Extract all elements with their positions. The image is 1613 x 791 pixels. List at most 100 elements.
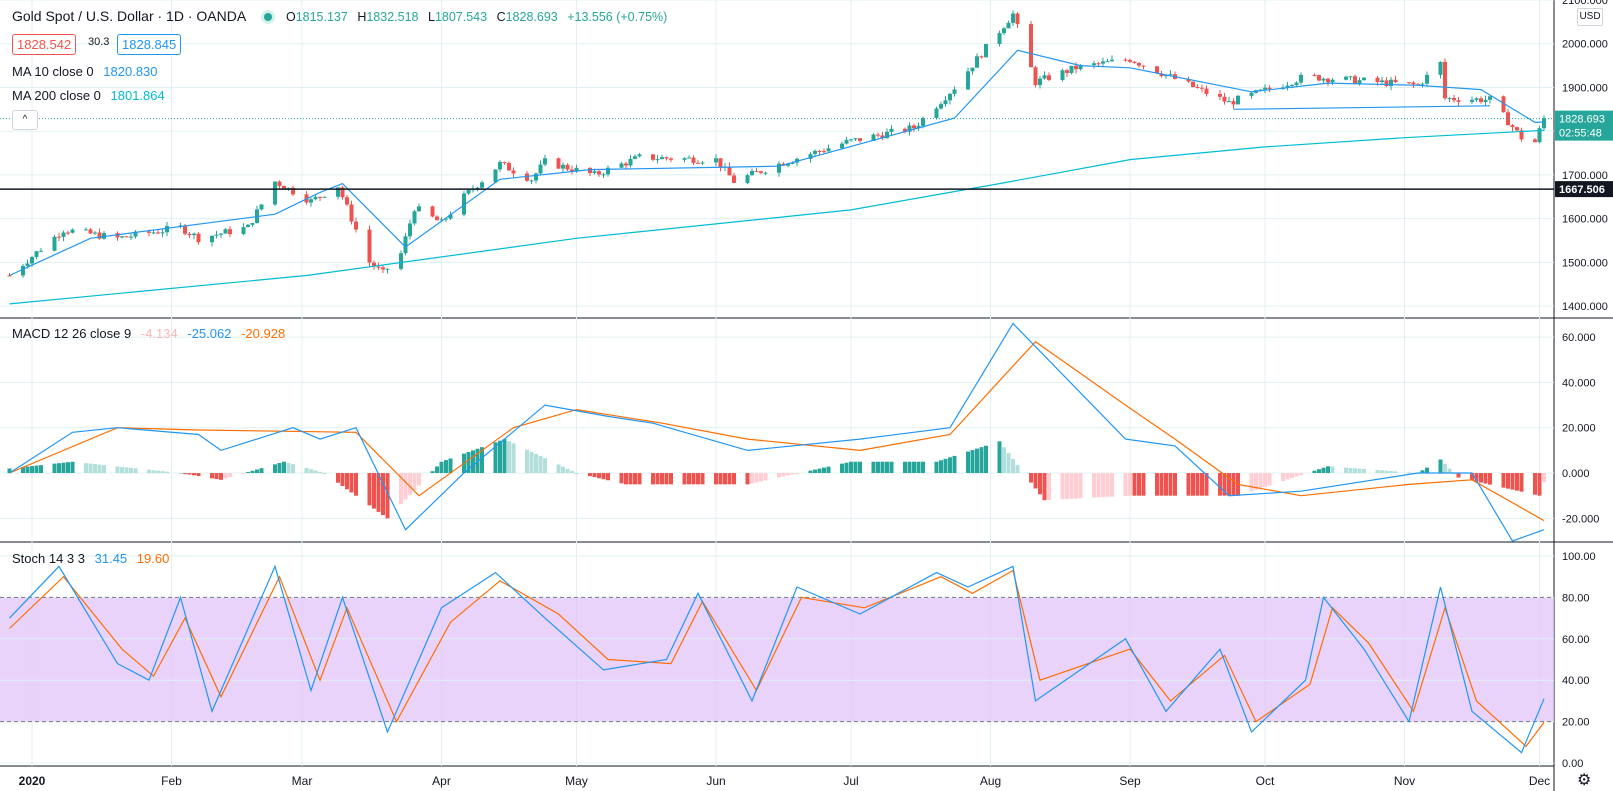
collapse-legend-button[interactable]: ^	[12, 110, 38, 130]
macd-histogram-bar	[660, 473, 664, 485]
macd-histogram-bar	[7, 468, 12, 474]
macd-histogram-bar	[664, 473, 669, 485]
macd-histogram-bar	[727, 473, 732, 485]
low-value: 1807.543	[434, 10, 488, 24]
macd-axis-label: 20.000	[1562, 423, 1596, 435]
macd-histogram-bar	[502, 439, 507, 474]
macd-histogram-bar	[115, 466, 120, 474]
macd-histogram-bar	[1033, 473, 1038, 489]
candle-body	[160, 232, 165, 234]
candle-body	[1060, 70, 1065, 80]
macd-histogram-bar	[1456, 473, 1461, 478]
candle-body	[840, 143, 844, 149]
candle-body	[156, 232, 160, 234]
macd-histogram-bar	[1173, 473, 1177, 496]
candle-body	[732, 175, 736, 183]
candle-body	[7, 275, 12, 277]
candle-body	[322, 196, 327, 198]
macd-histogram-bar	[1006, 453, 1011, 474]
candle-body	[1483, 99, 1488, 103]
macd-histogram-bar	[192, 473, 196, 476]
macd-histogram-bar	[102, 465, 106, 474]
stoch-legend[interactable]: Stoch 14 3 3 31.45 19.60	[12, 551, 175, 566]
macd-histogram-bar	[1488, 473, 1492, 485]
candle-body	[597, 171, 601, 175]
macd-histogram-bar	[507, 441, 511, 474]
candle-body	[507, 163, 511, 171]
macd-histogram-bar	[574, 473, 579, 475]
candle-body	[367, 229, 372, 263]
macd-histogram-bar	[561, 466, 565, 474]
candle-body	[1092, 63, 1096, 65]
macd-histogram-bar	[844, 462, 849, 474]
stoch-axis-label: 40.00	[1562, 675, 1590, 687]
candle-body	[444, 218, 448, 220]
candle-body	[858, 138, 862, 141]
macd-histogram-bar	[790, 473, 795, 475]
macd-histogram-bar	[1501, 473, 1506, 488]
macd-histogram-bar	[948, 457, 952, 474]
macd-histogram-bar	[1438, 459, 1443, 474]
candle-body	[790, 162, 795, 164]
candle-body	[1038, 78, 1042, 86]
macd-histogram-bar	[291, 464, 295, 474]
support-trendline[interactable]	[1233, 105, 1491, 110]
symbol-title[interactable]: Gold Spot / U.S. Dollar · 1D · OANDA	[12, 8, 247, 24]
macd-histogram-bar	[1231, 473, 1236, 496]
candle-body	[493, 169, 498, 183]
ma10-legend[interactable]: MA 10 close 0 1820.830	[12, 64, 164, 79]
settings-gear-icon[interactable]: ⚙	[1577, 772, 1592, 789]
candle-body	[30, 257, 34, 264]
macd-histogram-bar	[1096, 473, 1101, 498]
candle-body	[466, 190, 471, 194]
candle-body	[1510, 125, 1515, 128]
macd-line-value: -25.062	[187, 326, 232, 341]
macd-histogram-bar	[534, 453, 538, 474]
ma200-legend[interactable]: MA 200 close 0 1801.864	[12, 88, 171, 103]
candle-body	[1123, 59, 1128, 61]
macd-histogram-bar	[34, 465, 39, 474]
macd-histogram-bar	[669, 473, 673, 485]
macd-histogram-bar	[39, 465, 43, 474]
macd-histogram-bar	[1506, 473, 1510, 489]
macd-histogram-bar	[61, 462, 66, 474]
macd-histogram-bar	[259, 468, 264, 474]
macd-histogram-bar	[1123, 473, 1128, 496]
macd-histogram-bar	[1470, 473, 1474, 481]
macd-legend[interactable]: MACD 12 26 close 9 -4.134 -25.062 -20.92…	[12, 326, 291, 341]
macd-histogram-bar	[1389, 471, 1393, 474]
candle-body	[1326, 78, 1330, 83]
candle-body	[565, 164, 570, 170]
bar-countdown-label: 02:55:48	[1559, 128, 1602, 140]
macd-histogram-bar	[1321, 467, 1326, 474]
candle-body	[417, 206, 421, 212]
macd-histogram-bar	[1317, 469, 1321, 474]
buy-price-box[interactable]: 1828.845	[117, 34, 182, 55]
candle-body	[1470, 99, 1474, 102]
macd-axis-label: 40.000	[1562, 377, 1596, 389]
macd-histogram-bar	[1222, 473, 1227, 496]
macd-histogram-bar	[1348, 467, 1353, 474]
low-key: L	[427, 10, 435, 24]
macd-histogram-bar	[250, 470, 255, 474]
macd-histogram-bar	[525, 449, 529, 474]
currency-button[interactable]: USD	[1577, 8, 1603, 26]
macd-histogram-bar	[147, 469, 151, 474]
macd-signal-line	[9, 340, 1545, 522]
macd-histogram-bar	[367, 473, 372, 506]
macd-histogram-bar	[984, 445, 988, 474]
candle-body	[700, 162, 705, 164]
ma200-label: MA 200 close 0	[12, 88, 101, 103]
ma10-line	[9, 49, 1545, 277]
candle-body	[997, 33, 1002, 44]
candle-body	[1011, 13, 1015, 23]
macd-histogram-bar	[1015, 464, 1020, 474]
candle-body	[745, 175, 750, 183]
macd-histogram-bar	[1155, 473, 1159, 496]
macd-histogram-bar	[822, 467, 826, 474]
sell-price-box[interactable]: 1828.542	[12, 34, 77, 55]
macd-histogram-bar	[1420, 470, 1425, 474]
stoch-label: Stoch 14 3 3	[12, 551, 85, 566]
macd-histogram-bar	[840, 463, 844, 474]
